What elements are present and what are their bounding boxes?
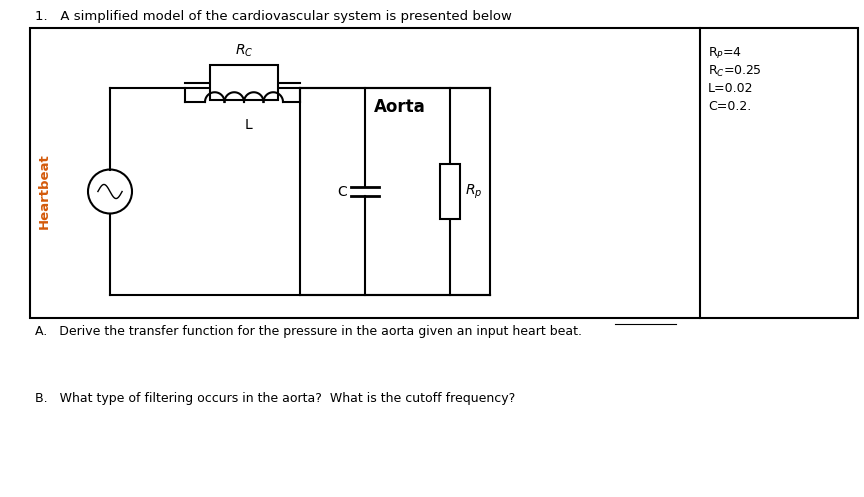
Text: A.   Derive the transfer function for the pressure in the aorta given an input h: A. Derive the transfer function for the … — [35, 325, 582, 338]
Text: B.   What type of filtering occurs in the aorta?  What is the cutoff frequency?: B. What type of filtering occurs in the … — [35, 392, 515, 405]
Text: $R_p$: $R_p$ — [465, 182, 482, 201]
Bar — [440, 164, 460, 219]
Text: L=0.02: L=0.02 — [708, 82, 753, 95]
Bar — [210, 65, 278, 100]
Text: 1.   A simplified model of the cardiovascular system is presented below: 1. A simplified model of the cardiovascu… — [35, 10, 511, 23]
Text: $R_C$: $R_C$ — [235, 43, 253, 59]
Bar — [30, 28, 858, 318]
Text: Heartbeat: Heartbeat — [37, 154, 50, 230]
Text: Aorta: Aorta — [374, 98, 426, 116]
Text: C=0.2.: C=0.2. — [708, 100, 752, 113]
Text: R$_C$=0.25: R$_C$=0.25 — [708, 64, 762, 79]
Text: C: C — [337, 184, 347, 198]
Text: L: L — [245, 118, 253, 132]
Text: R$_P$=4: R$_P$=4 — [708, 46, 742, 61]
